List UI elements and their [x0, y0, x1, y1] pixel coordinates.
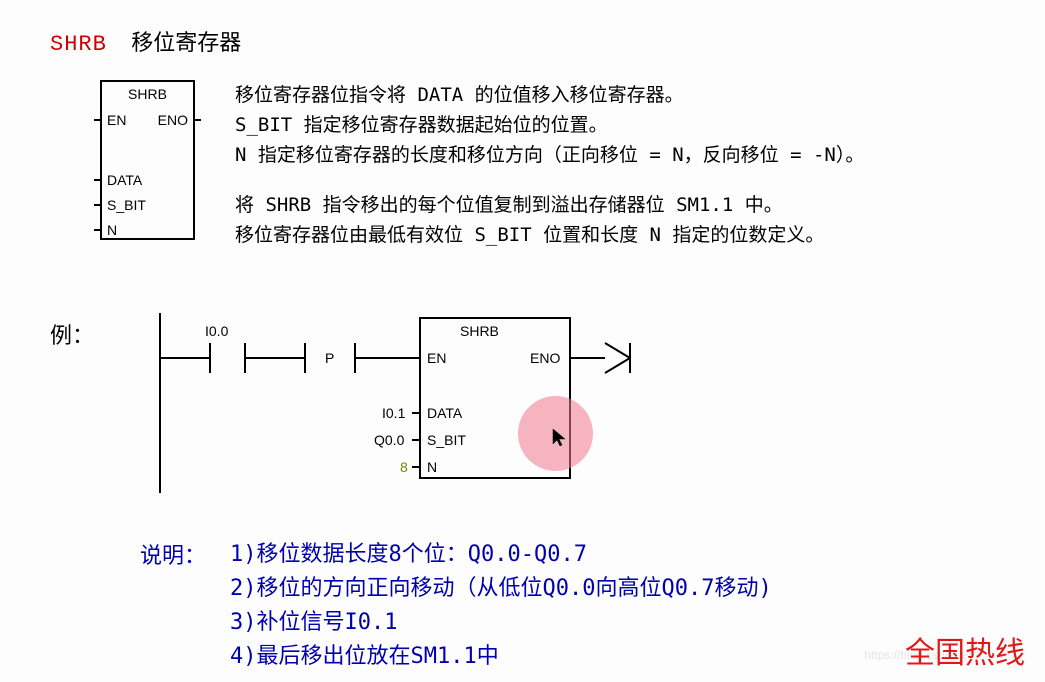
page-title: SHRB 移位寄存器: [50, 25, 241, 57]
explain-item: 4)最后移出位放在SM1.1中: [230, 640, 772, 674]
pin-sbit: S_BIT: [107, 197, 146, 213]
desc-line: N 指定移位寄存器的长度和移位方向（正向移位 = N，反向移位 = -N）。: [235, 140, 1025, 170]
data-label: DATA: [427, 405, 462, 421]
ladder-diagram: I0.0 P SHRB EN ENO DATA I0.1 S_BIT Q0.0 …: [150, 313, 750, 493]
n-label: N: [427, 459, 437, 475]
explain-item: 2)移位的方向正向移动（从低位Q0.0向高位Q0.7移动): [230, 572, 772, 606]
description-block: 移位寄存器位指令将 DATA 的位值移入移位寄存器。 S_BIT 指定移位寄存器…: [235, 80, 1025, 250]
explain-item: 1)移位数据长度8个位：Q0.0-Q0.7: [230, 538, 772, 572]
hotline-text: 全国热线: [905, 628, 1025, 672]
pin-tick: [94, 204, 102, 206]
desc-line: 移位寄存器位指令将 DATA 的位值移入移位寄存器。: [235, 80, 1025, 110]
pin-en: EN: [107, 112, 126, 128]
block-title: SHRB: [460, 323, 499, 339]
explain-list: 1)移位数据长度8个位：Q0.0-Q0.7 2)移位的方向正向移动（从低位Q0.…: [230, 538, 772, 674]
pin-tick: [94, 229, 102, 231]
pin-tick: [94, 119, 102, 121]
data-value: I0.1: [382, 405, 405, 421]
pin-data: DATA: [107, 172, 142, 188]
desc-line: 将 SHRB 指令移出的每个位值复制到溢出存储器位 SM1.1 中。: [235, 190, 1025, 220]
desc-line: 移位寄存器位由最低有效位 S_BIT 位置和长度 N 指定的位数定义。: [235, 220, 1025, 250]
cursor-icon: [552, 428, 566, 453]
sbit-label: S_BIT: [427, 432, 466, 448]
explain-item: 3)补位信号I0.1: [230, 606, 772, 640]
pulse-label: P: [325, 350, 334, 366]
eno-label: ENO: [530, 350, 560, 366]
pin-eno: ENO: [158, 112, 188, 128]
title-code: SHRB: [50, 32, 107, 57]
shrb-block-symbol: SHRB EN ENO DATA S_BIT N: [100, 80, 195, 240]
block-title: SHRB: [102, 86, 193, 102]
desc-line: S_BIT 指定移位寄存器数据起始位的位置。: [235, 110, 1025, 140]
example-label: 例：: [50, 318, 94, 350]
sbit-value: Q0.0: [374, 432, 404, 448]
ladder-svg: [150, 313, 750, 493]
pin-n: N: [107, 222, 117, 238]
contact-label: I0.0: [205, 323, 228, 339]
title-name: 移位寄存器: [131, 30, 241, 55]
pin-tick: [94, 179, 102, 181]
explain-label: 说明：: [140, 538, 206, 570]
en-label: EN: [427, 350, 446, 366]
n-value: 8: [400, 459, 408, 475]
pin-tick: [193, 119, 201, 121]
